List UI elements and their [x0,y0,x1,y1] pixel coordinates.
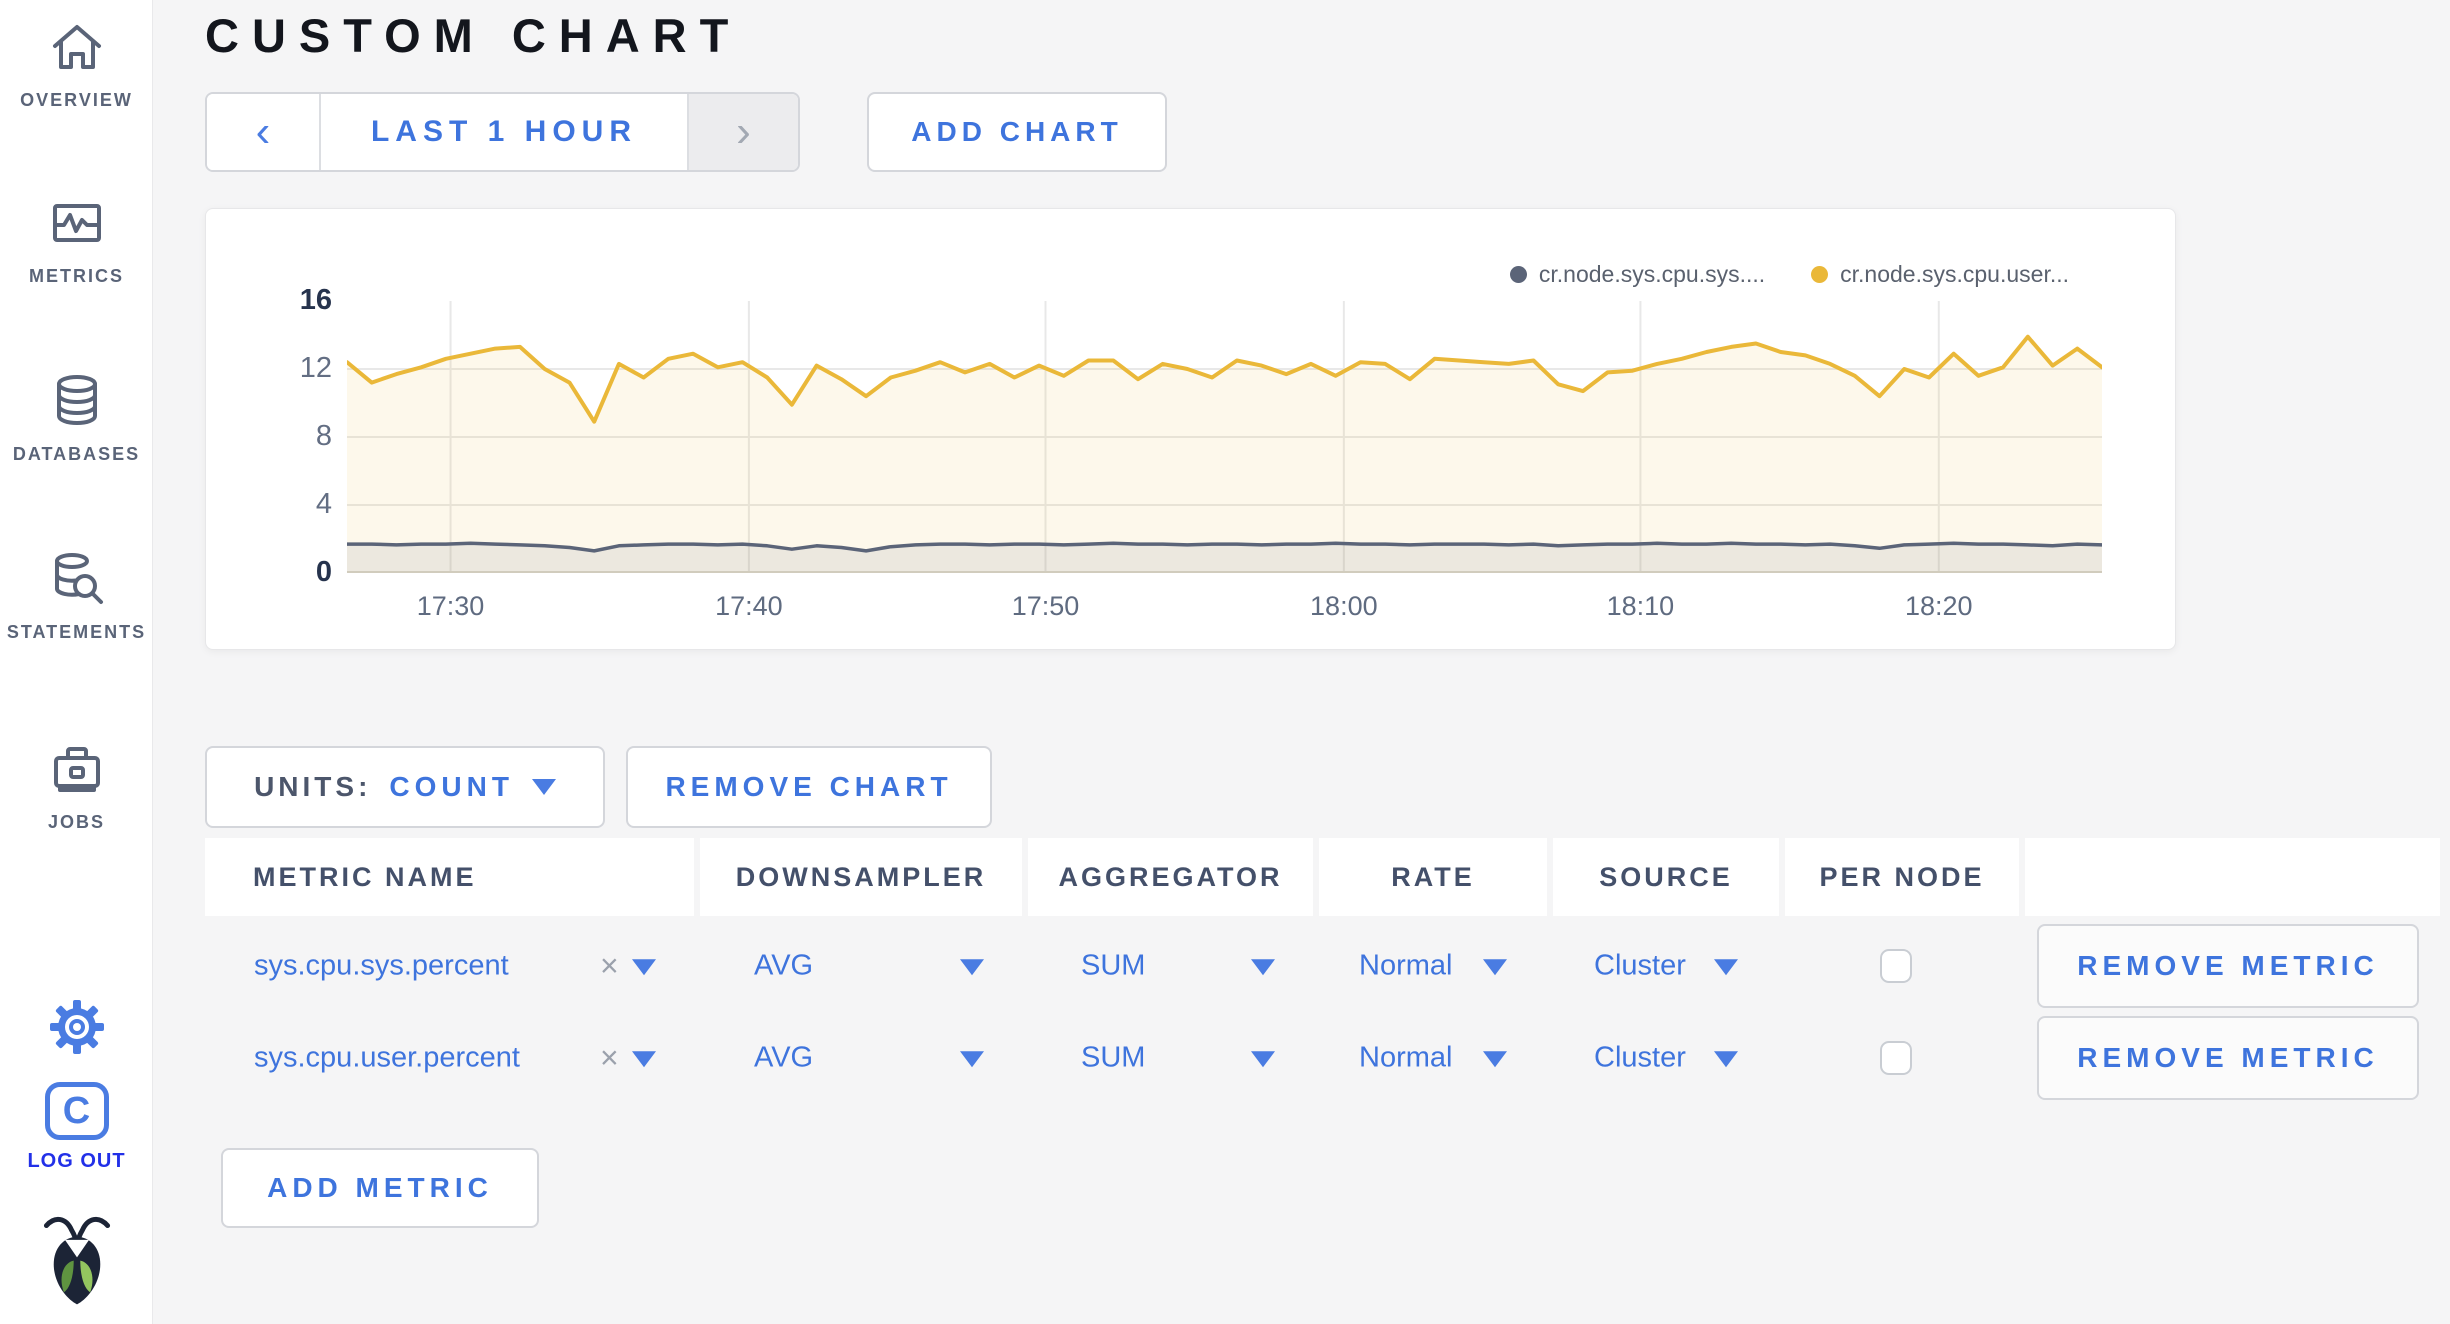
time-range-selector: ‹ LAST 1 HOUR › [205,92,800,172]
table-row: sys.cpu.user.percent × AVG SUM Normal Cl… [153,1012,2450,1104]
main-content: CUSTOM CHART ‹ LAST 1 HOUR › ADD CHART c… [153,0,2450,1324]
x-axis-tick-label: 18:00 [1310,591,1378,621]
remove-chart-button[interactable]: REMOVE CHART [626,746,992,828]
x-axis-tick-label: 17:40 [715,591,783,621]
sidebar-item-overview[interactable]: OVERVIEW [0,16,153,111]
sidebar-item-label: DATABASES [12,444,141,464]
chevron-down-icon[interactable] [1714,959,1738,976]
x-axis-tick-label: 17:30 [416,591,485,621]
aggregator-select[interactable]: SUM [1081,1041,1146,1074]
database-icon [46,370,108,432]
page-title: CUSTOM CHART [205,9,742,62]
chevron-down-icon [531,779,556,795]
chevron-down-icon[interactable] [1483,1051,1507,1068]
column-header-per-node: PER NODE [1785,838,2019,916]
remove-metric-button[interactable]: REMOVE METRIC [2037,1016,2419,1100]
home-icon [46,16,108,78]
line-chart[interactable] [345,301,2104,573]
source-select[interactable]: Cluster [1594,949,1686,982]
y-axis-labels: 16 12 8 4 0 [242,284,332,588]
c-logo-letter: C [62,1089,91,1132]
sidebar-item-jobs[interactable]: JOBS [0,738,153,833]
aggregator-select[interactable]: SUM [1081,949,1146,982]
column-header-metric-name: METRIC NAME [205,838,694,916]
clear-metric-icon[interactable]: × [600,947,619,984]
gear-icon [49,1000,104,1054]
sidebar-item-label: STATEMENTS [6,622,147,642]
x-axis-tick-label: 17:50 [1011,591,1080,621]
legend-dot [1811,266,1829,283]
chevron-down-icon[interactable] [1251,959,1275,976]
legend-label: cr.node.sys.cpu.sys.... [1538,261,1766,287]
per-node-checkbox[interactable] [1880,949,1912,983]
rate-select[interactable]: Normal [1359,949,1453,982]
time-prev-button[interactable]: ‹ [207,94,321,170]
sidebar: OVERVIEW METRICS DATABASES [0,0,153,1324]
cockroach-bug-logo[interactable] [0,1212,153,1307]
chevron-down-icon[interactable] [632,959,656,976]
units-dropdown[interactable]: UNITS: COUNT [205,746,605,828]
time-window-dropdown[interactable]: LAST 1 HOUR [321,94,687,170]
logout-button[interactable]: C LOG OUT [0,1082,153,1173]
chart-plot-area[interactable] [345,301,2104,573]
legend-dot [1509,266,1527,283]
cockroach-c-logo-icon: C [44,1082,109,1140]
remove-metric-button[interactable]: REMOVE METRIC [2037,924,2419,1008]
column-header-downsampler: DOWNSAMPLER [700,838,1022,916]
table-row: sys.cpu.sys.percent × AVG SUM Normal Clu… [153,920,2450,1012]
column-header-rate: RATE [1319,838,1547,916]
units-value: COUNT [389,771,514,802]
downsampler-select[interactable]: AVG [754,949,814,982]
sidebar-item-metrics[interactable]: METRICS [0,192,153,287]
x-axis-tick-label: 18:20 [1904,591,1973,621]
sidebar-item-label: OVERVIEW [20,90,133,110]
chevron-down-icon[interactable] [1251,1051,1275,1068]
clear-metric-icon[interactable]: × [600,1039,619,1076]
y-axis-tick-label: 0 [315,556,332,588]
units-label: UNITS: [254,771,372,802]
legend-label: cr.node.sys.cpu.user... [1840,261,2069,287]
sidebar-item-label: JOBS [47,812,106,832]
x-axis-tick-label: 18:10 [1606,591,1675,621]
add-chart-button[interactable]: ADD CHART [867,92,1167,172]
settings-button[interactable] [0,1000,153,1054]
chart-legend: cr.node.sys.cpu.sys.... cr.node.sys.cpu.… [1509,261,2069,288]
chart-card: cr.node.sys.cpu.sys.... cr.node.sys.cpu.… [205,208,2176,650]
time-next-button[interactable]: › [687,94,798,170]
statements-icon [46,548,108,610]
y-axis-tick-label: 16 [299,284,332,316]
logout-label: LOG OUT [27,1150,126,1172]
legend-item-sys[interactable]: cr.node.sys.cpu.sys.... [1509,261,1766,288]
chevron-left-icon: ‹ [255,107,271,156]
chevron-down-icon[interactable] [632,1051,656,1068]
chevron-down-icon[interactable] [960,1051,984,1068]
cockroach-bug-icon [43,1217,110,1305]
y-axis-tick-label: 12 [299,352,332,384]
metric-name-value[interactable]: sys.cpu.user.percent [254,1041,520,1074]
chevron-down-icon[interactable] [1714,1051,1738,1068]
sidebar-item-databases[interactable]: DATABASES [0,370,153,465]
column-header-aggregator: AGGREGATOR [1028,838,1313,916]
chevron-down-icon[interactable] [1483,959,1507,976]
rate-select[interactable]: Normal [1359,1041,1453,1074]
sidebar-item-statements[interactable]: STATEMENTS [0,548,153,643]
y-axis-tick-label: 8 [315,420,332,452]
chevron-down-icon[interactable] [960,959,984,976]
chevron-right-icon: › [736,107,751,156]
source-select[interactable]: Cluster [1594,1041,1686,1074]
legend-item-user[interactable]: cr.node.sys.cpu.user... [1811,261,2069,288]
metric-name-value[interactable]: sys.cpu.sys.percent [254,949,509,982]
column-header-source: SOURCE [1553,838,1779,916]
column-header-actions [2025,838,2440,916]
metrics-icon [46,192,108,254]
jobs-icon [46,738,108,800]
y-axis-tick-label: 4 [315,488,332,520]
per-node-checkbox[interactable] [1880,1041,1912,1075]
sidebar-item-label: METRICS [29,266,124,286]
add-metric-button[interactable]: ADD METRIC [221,1148,539,1228]
downsampler-select[interactable]: AVG [754,1041,814,1074]
x-axis-labels: 17:30 17:40 17:50 18:00 18:10 18:20 [347,591,2102,631]
